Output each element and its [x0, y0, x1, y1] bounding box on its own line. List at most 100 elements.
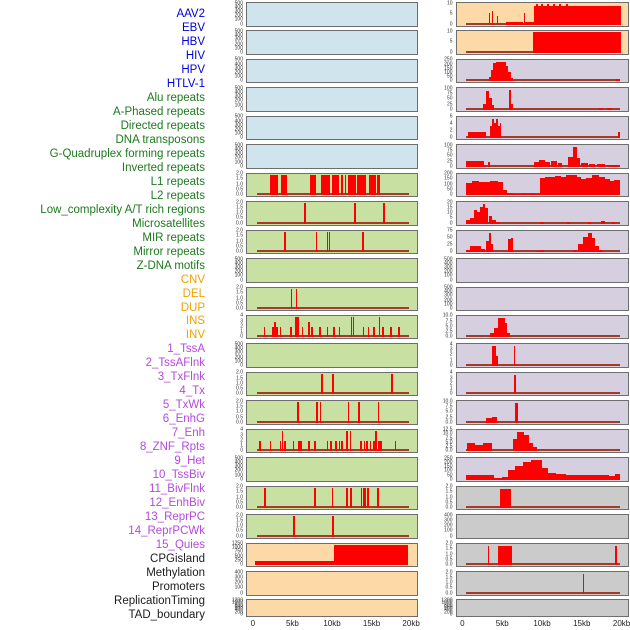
track-bar: [494, 327, 498, 338]
row-label-dna-transposons: DNA transposons: [115, 133, 206, 146]
y-tick-label: 1.5: [445, 545, 453, 552]
track-bar: [523, 12, 526, 25]
track-ebv: [246, 30, 418, 55]
track-data-area: [463, 175, 620, 196]
y-tick-label: 2.0: [236, 199, 243, 206]
row-label-cnv: CNV: [180, 273, 205, 286]
track-data-area: [254, 459, 410, 480]
y-tick-label: 0: [240, 333, 243, 340]
track-bar: [592, 175, 599, 196]
y-tick-label: 5.0: [445, 323, 453, 330]
y-tick-label: 0.0: [445, 561, 453, 568]
track-bar: [508, 71, 511, 82]
track-bar: [609, 181, 615, 196]
track-bar: [606, 164, 620, 167]
y-tick-label: 0: [449, 305, 453, 312]
track-data-area: [254, 373, 410, 395]
y-tick-label: 1250: [231, 540, 243, 547]
y-tick-label: 1.0: [236, 408, 243, 415]
track-hbv: [246, 58, 418, 84]
y-tick-label: 500: [234, 113, 243, 120]
row-label-mirror-repeats: Mirror repeats: [133, 245, 205, 258]
track-bar: [292, 441, 295, 452]
track-bar: [466, 161, 473, 167]
y-tick-label: 0.0: [236, 191, 243, 198]
row-label-7-enh: 7_Enh: [171, 427, 205, 440]
y-tick-label: 400: [444, 606, 453, 613]
y-tick-label: 600: [444, 604, 453, 611]
y-tick-label: 7.5: [445, 318, 453, 325]
track-bar: [351, 316, 353, 338]
row-label-ebv: EBV: [181, 21, 205, 34]
track-bar: [486, 417, 493, 423]
track-bar: [488, 232, 491, 253]
track-bar: [367, 327, 370, 338]
track-bar: [330, 441, 332, 452]
track-bar: [308, 441, 311, 452]
track-data-area: [463, 488, 620, 509]
track-data-area: [254, 402, 410, 423]
y-tick-label: 5: [449, 214, 453, 221]
y-tick-label: 2: [449, 351, 453, 358]
track-bar: [541, 4, 544, 25]
track-bar: [485, 208, 489, 224]
row-label-9-het: 9_Het: [174, 455, 205, 468]
track-bar: [333, 544, 409, 566]
row-label-dup: DUP: [180, 301, 205, 314]
y-tick-label: 100: [444, 181, 453, 188]
y-tick-label: 1.0: [236, 380, 243, 387]
track-bar: [617, 132, 620, 139]
track-13-reprpc: [455, 400, 629, 425]
track-baseline: [465, 420, 620, 423]
row-label-inv: INV: [185, 329, 205, 342]
track-bar: [344, 174, 347, 196]
track-bar: [356, 174, 367, 196]
track-bar: [496, 61, 506, 82]
track-data-area: [463, 89, 620, 110]
track-bar: [263, 487, 266, 509]
track-bar: [350, 487, 352, 509]
track-baseline: [465, 591, 620, 594]
y-tick-label: 1.0: [236, 494, 243, 501]
track-bar: [479, 182, 491, 196]
y-tick-label: 25: [446, 241, 453, 248]
track-bar: [599, 107, 604, 110]
y-tick-label: 300: [234, 264, 243, 271]
track-bar: [491, 346, 496, 366]
track-bar: [369, 174, 376, 196]
track-bar: [360, 441, 363, 452]
y-tick-label: 500: [234, 142, 243, 149]
y-tick-label: 0.5: [445, 556, 453, 563]
y-tick-label: 750: [234, 548, 243, 555]
track-bar: [335, 441, 338, 452]
y-tick-label: 50: [446, 95, 453, 102]
track-bar: [533, 447, 538, 452]
track-bar: [475, 444, 483, 452]
y-tick-label: 200: [444, 522, 453, 529]
track-data-area: [254, 316, 410, 338]
track-bar: [546, 4, 549, 25]
track-data-area: [254, 61, 410, 82]
track-14-reprpcwk: [455, 428, 629, 454]
track-data-area: [254, 231, 410, 253]
y-tick-label: 20: [446, 199, 453, 206]
track-bar: [332, 174, 336, 196]
y-tick-label: 2.0: [445, 483, 453, 490]
x-tick-label: 15kb: [573, 618, 591, 628]
track-bar: [528, 443, 534, 452]
track-12-enhbiv: [455, 371, 629, 397]
row-label-directed-repeats: Directed repeats: [120, 119, 205, 132]
track-cpgisland: [455, 485, 629, 511]
track-bar: [515, 403, 519, 423]
track-bar: [466, 475, 476, 480]
y-tick-label: 200: [444, 297, 453, 304]
track-hpv: [246, 115, 418, 141]
y-tick-label: 1.5: [236, 175, 243, 182]
y-tick-label: 75: [446, 90, 453, 97]
y-tick-label: 1200: [231, 597, 243, 604]
y-tick-label: 5.0: [445, 439, 453, 446]
y-tick-label: 250: [234, 557, 243, 564]
row-label-mir-repeats: MIR repeats: [142, 231, 205, 244]
y-tick-label: 0.5: [445, 584, 453, 591]
track-data-area: [463, 374, 620, 395]
